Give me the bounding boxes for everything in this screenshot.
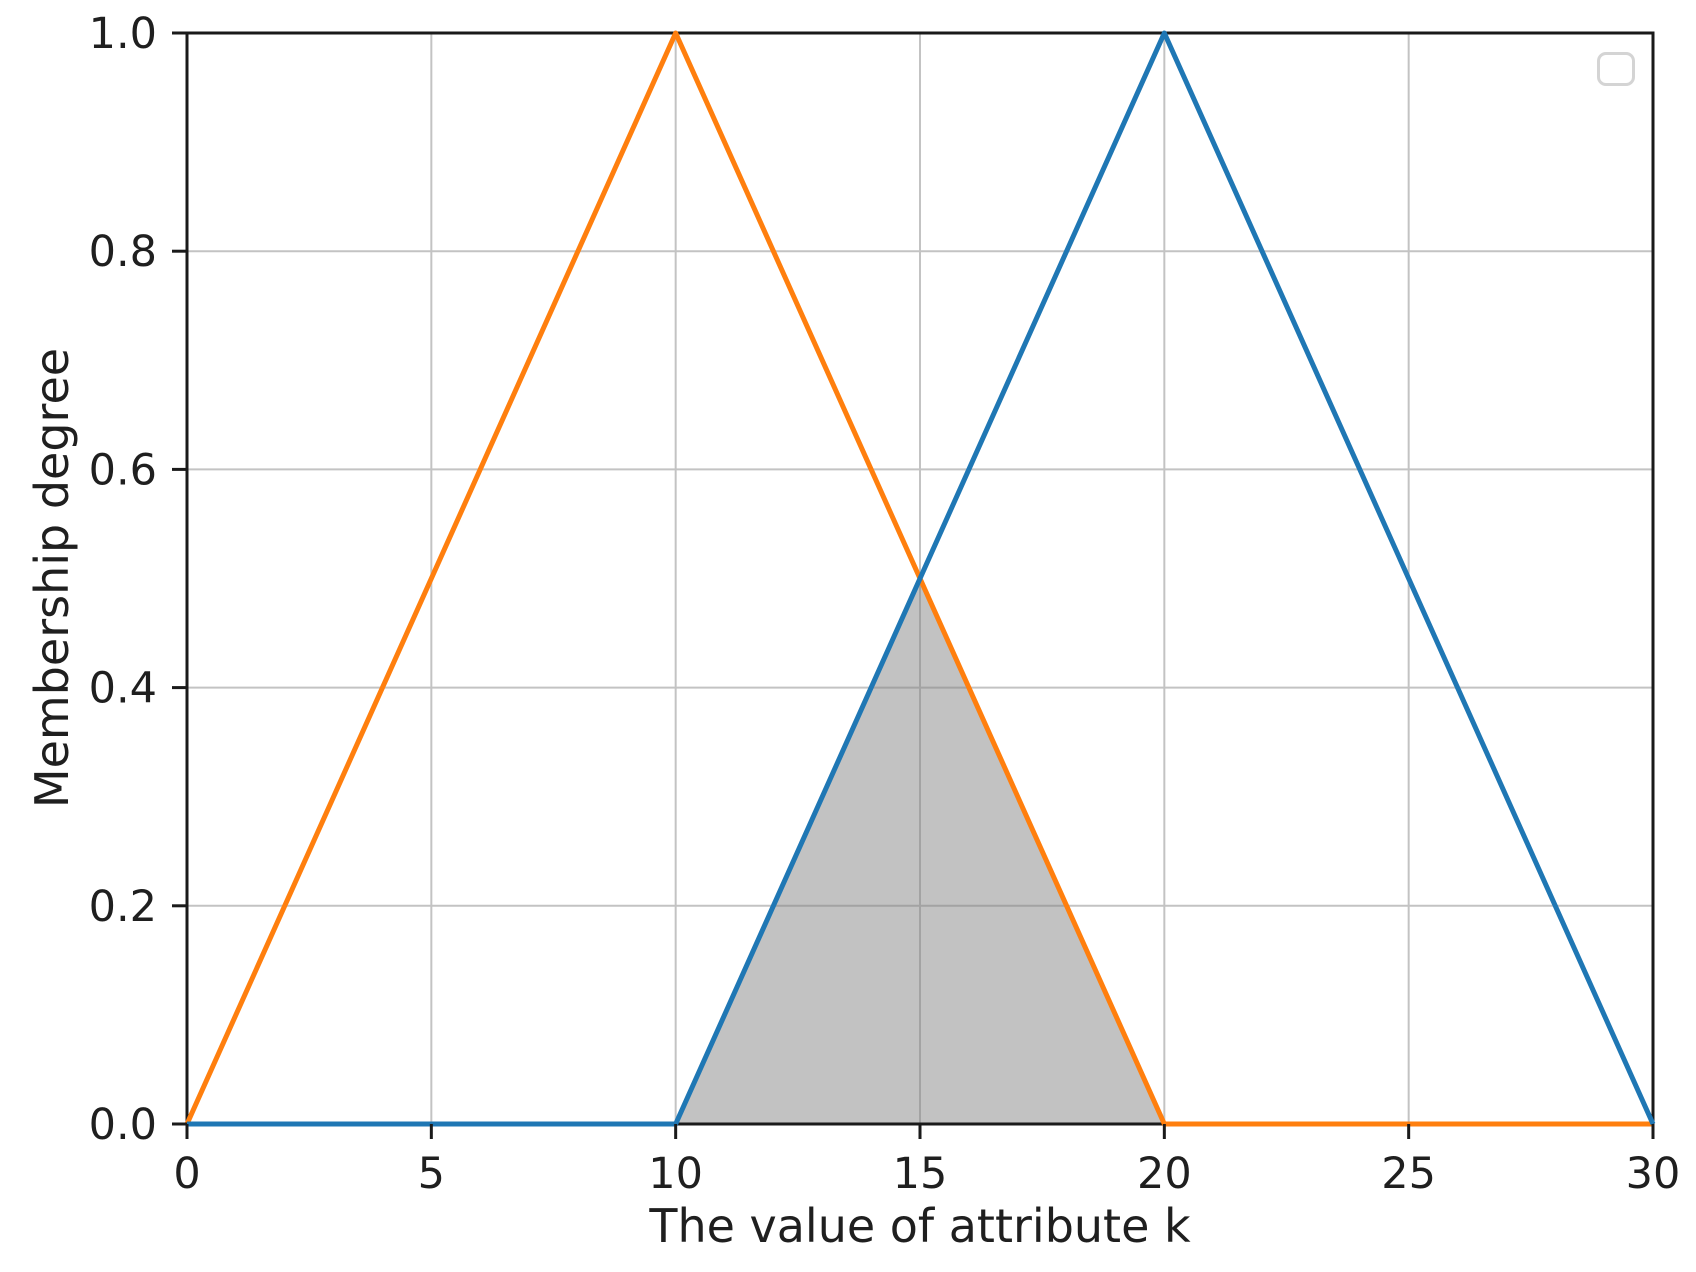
y-tick-label: 0.2: [89, 882, 157, 932]
overlap-region: [675, 578, 1165, 1124]
y-tick-label: 0.4: [89, 664, 157, 714]
x-tick-label: 5: [418, 1149, 445, 1199]
y-tick-label: 0.0: [89, 1100, 157, 1150]
x-tick-label: 0: [173, 1149, 200, 1199]
x-tick-label: 30: [1626, 1149, 1681, 1199]
y-tick-label: 0.8: [89, 227, 157, 277]
y-tick-label: 0.6: [89, 445, 157, 495]
legend-box: [1597, 52, 1635, 86]
x-tick-label: 15: [893, 1149, 948, 1199]
x-tick-label: 10: [648, 1149, 703, 1199]
y-tick-label: 1.0: [89, 9, 157, 59]
y-axis-label: Membership degree: [25, 347, 79, 809]
x-tick-label: 25: [1381, 1149, 1436, 1199]
x-axis-label: The value of attribute k: [649, 1199, 1191, 1253]
x-tick-label: 20: [1137, 1149, 1192, 1199]
